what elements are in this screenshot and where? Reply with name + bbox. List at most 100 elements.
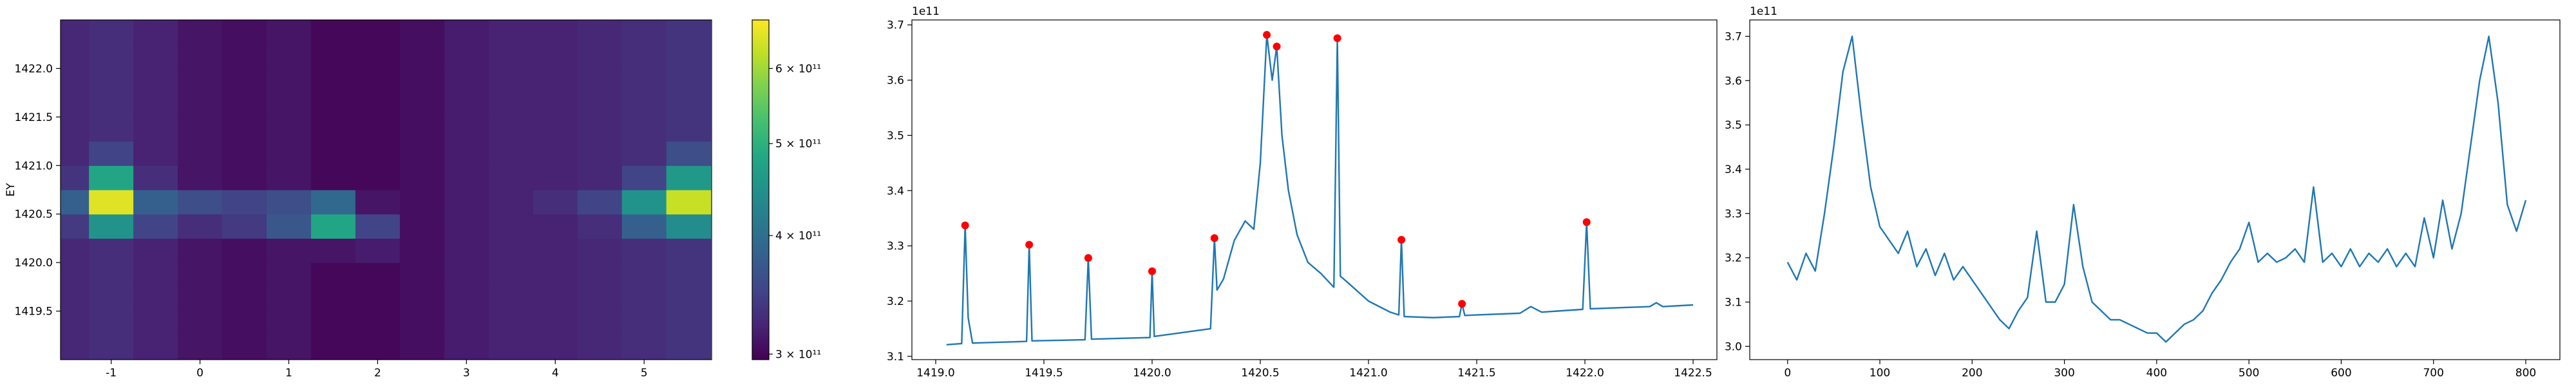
heatmap-cell xyxy=(310,116,356,142)
heatmap-cell xyxy=(577,311,623,336)
heatmap-cell xyxy=(310,262,356,288)
heatmap-cell xyxy=(621,44,667,69)
heatmap-cell xyxy=(61,20,90,45)
colorbar-frame xyxy=(752,19,770,360)
heatmap-cell xyxy=(178,190,223,215)
heatmap-cell xyxy=(266,165,312,190)
heatmap-cell xyxy=(310,165,356,190)
heatmap-cell xyxy=(61,286,90,312)
heatmap-cell xyxy=(133,165,178,190)
y-tick-label: 1421.0 xyxy=(15,160,53,172)
heatmap-cell xyxy=(533,286,578,312)
heatmap-cell xyxy=(577,286,623,312)
heatmap-cell xyxy=(666,238,712,263)
heatmap-cell xyxy=(444,44,489,69)
heatmap-cell xyxy=(89,44,134,69)
heatmap-cell xyxy=(355,20,401,45)
heatmap-cell xyxy=(133,68,178,93)
x-tick-label: 1 xyxy=(285,367,292,380)
heatmap-cell xyxy=(61,311,90,336)
heatmap-cell xyxy=(178,165,223,190)
heatmap-cell xyxy=(621,190,667,215)
heatmap-cell xyxy=(89,165,134,190)
heatmap-cell xyxy=(355,190,401,215)
heatmap-cell xyxy=(577,68,623,93)
heatmap-cell xyxy=(266,68,312,93)
heatmap-cell xyxy=(577,165,623,190)
y-tick-label: 1421.5 xyxy=(15,111,53,124)
heatmap-cell xyxy=(444,238,489,263)
heatmap-cell xyxy=(61,116,90,142)
peak-marker xyxy=(1458,300,1466,308)
heatmap-cell xyxy=(266,93,312,118)
y-tick-label: 3.3 xyxy=(887,240,904,253)
heatmap-cell xyxy=(178,93,223,118)
heatmap-cell xyxy=(577,238,623,263)
heatmap-cell xyxy=(444,20,489,45)
heatmap-cell xyxy=(399,238,445,263)
heatmap-cell xyxy=(133,116,178,142)
heatmap-cell xyxy=(399,262,445,288)
heatmap-cell xyxy=(266,214,312,239)
y-tick-label: 3.5 xyxy=(1725,119,1742,132)
heatmap-cell xyxy=(533,335,578,360)
x-tick-label: 600 xyxy=(2331,367,2351,380)
axes-frame xyxy=(1749,19,2561,360)
heatmap-cell xyxy=(89,311,134,336)
heatmap-cell xyxy=(577,335,623,360)
heatmap-cell xyxy=(533,116,578,142)
x-tick-label: 1422.0 xyxy=(1566,367,1604,380)
heatmap-cell xyxy=(666,286,712,312)
heatmap-cell xyxy=(666,93,712,118)
heatmap-cell xyxy=(310,141,356,166)
heatmap-cell xyxy=(621,165,667,190)
y-tick-label: 1420.5 xyxy=(15,208,53,221)
heatmap-cell xyxy=(61,214,90,239)
heatmap-cell xyxy=(266,262,312,288)
y-tick-label: 1419.5 xyxy=(15,306,53,318)
heatmap-cell xyxy=(178,116,223,142)
heatmap-cell xyxy=(666,262,712,288)
heatmap-cell xyxy=(178,214,223,239)
y-tick-label: 3.1 xyxy=(1725,297,1742,309)
y-tick-label: 1422.0 xyxy=(15,62,53,75)
heatmap-cell xyxy=(133,141,178,166)
y-tick-label: 3.7 xyxy=(1725,30,1742,43)
heatmap-cell xyxy=(266,141,312,166)
heatmap-cell xyxy=(222,93,267,118)
heatmap-cell xyxy=(444,335,489,360)
heatmap-cell xyxy=(621,141,667,166)
x-tick-label: -1 xyxy=(106,367,117,380)
x-tick-label: 300 xyxy=(2054,367,2074,380)
heatmap-cell xyxy=(444,262,489,288)
peak-marker xyxy=(1582,218,1591,226)
y-tick-label: 3.4 xyxy=(1725,163,1742,176)
heatmap-cell xyxy=(666,20,712,45)
x-tick-label: 5 xyxy=(641,367,648,380)
heatmap-cell xyxy=(666,311,712,336)
heatmap-cell xyxy=(61,190,90,215)
heatmap-cell xyxy=(577,44,623,69)
heatmap-cell xyxy=(399,68,445,93)
colorbar-tick-label: 6 × 10¹¹ xyxy=(775,62,821,75)
heatmap-cell xyxy=(444,286,489,312)
heatmap-cell xyxy=(488,311,534,336)
heatmap-cell xyxy=(222,311,267,336)
heatmap-cell xyxy=(61,165,90,190)
heatmap-cell xyxy=(355,141,401,166)
x-tick-label: 3 xyxy=(463,367,470,380)
heatmap-cell xyxy=(89,93,134,118)
heatmap-cell xyxy=(61,335,90,360)
heatmap-cell xyxy=(355,335,401,360)
heatmap-cell xyxy=(621,262,667,288)
heatmap-cell xyxy=(61,68,90,93)
x-tick-label: 1420.5 xyxy=(1241,367,1279,380)
heatmap-cell xyxy=(533,190,578,215)
heatmap-cell xyxy=(399,44,445,69)
heatmap-cell xyxy=(266,238,312,263)
heatmap-cell xyxy=(178,262,223,288)
axis-offset-label: 1e11 xyxy=(1750,5,1777,18)
x-tick-label: 2 xyxy=(374,367,381,380)
x-tick-label: 4 xyxy=(552,367,559,380)
